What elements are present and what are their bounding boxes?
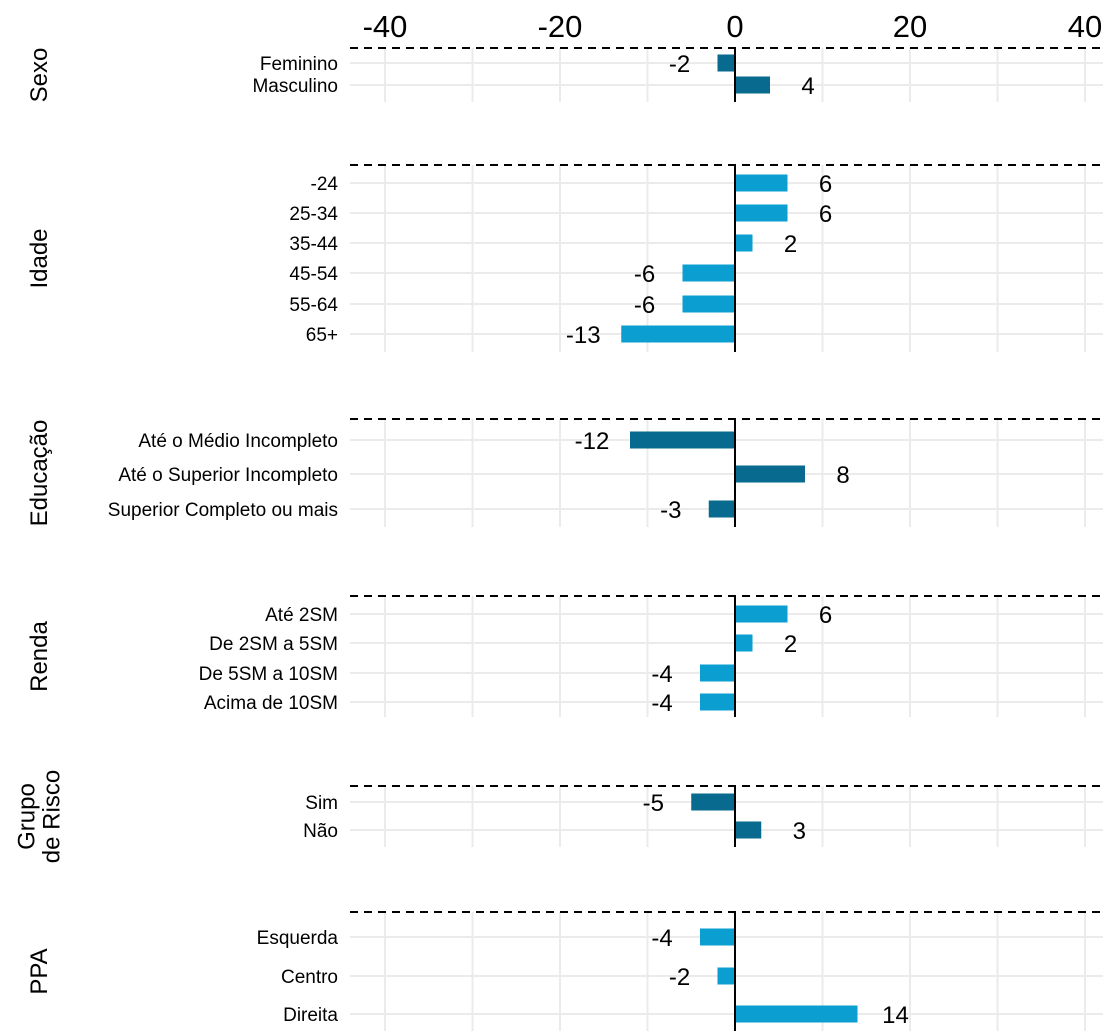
data-label: -2: [669, 51, 690, 78]
x-tick-label: 40: [1068, 9, 1102, 44]
data-label: 2: [784, 231, 797, 258]
bar: [735, 76, 770, 94]
category-label: Esquerda: [257, 928, 339, 949]
bar: [621, 325, 735, 343]
category-label: Até o Médio Incompleto: [138, 431, 338, 452]
bar: [717, 967, 735, 985]
data-label: -4: [651, 925, 672, 952]
x-tick-label: 20: [893, 9, 927, 44]
bar: [735, 634, 753, 652]
bar: [708, 500, 735, 518]
data-label: -4: [651, 661, 672, 688]
bar: [630, 431, 735, 449]
bar: [735, 1005, 858, 1023]
bar: [717, 54, 735, 72]
bar: [735, 465, 805, 483]
x-tick-label: -20: [538, 9, 583, 44]
category-label: Acima de 10SM: [204, 693, 338, 714]
data-label: -2: [669, 964, 690, 991]
category-label: 65+: [306, 325, 338, 346]
bar: [735, 204, 788, 222]
category-label: De 2SM a 5SM: [209, 634, 338, 655]
data-label: -5: [643, 790, 664, 817]
category-label: Feminino: [260, 54, 338, 75]
category-label: 45-54: [289, 264, 338, 285]
x-tick-label: 0: [726, 9, 743, 44]
bar: [700, 664, 735, 682]
data-label: -3: [660, 497, 681, 524]
bar: [735, 234, 753, 252]
data-label: 6: [819, 201, 832, 228]
data-label: 6: [819, 602, 832, 629]
category-label: Sim: [305, 793, 338, 814]
category-label: Não: [303, 821, 338, 842]
data-label: -12: [575, 428, 610, 455]
data-label: -4: [651, 690, 672, 717]
data-label: 14: [882, 1002, 909, 1029]
data-label: -13: [566, 322, 601, 349]
panel-label: Educação: [26, 420, 53, 527]
bar: [682, 264, 735, 282]
data-label: 3: [793, 818, 806, 845]
bar: [700, 693, 735, 711]
panel-label: Idade: [26, 228, 53, 288]
panel-label: de Risco: [39, 770, 66, 863]
bar: [735, 821, 762, 839]
category-label: Superior Completo ou mais: [108, 500, 338, 521]
data-label: 6: [819, 171, 832, 198]
panel-label: PPA: [26, 948, 53, 994]
x-tick-label: -40: [363, 9, 408, 44]
bar: [691, 793, 735, 811]
category-label: 25-34: [289, 204, 338, 225]
data-label: 8: [836, 462, 849, 489]
category-label: Direita: [283, 1005, 338, 1026]
category-label: Masculino: [252, 76, 338, 97]
bar: [682, 295, 735, 313]
bars-layer: [621, 54, 858, 1023]
panel-label: Sexo: [26, 48, 53, 103]
data-label: 4: [801, 73, 814, 100]
data-label: -6: [634, 261, 655, 288]
data-label: 2: [784, 631, 797, 658]
bar: [735, 174, 788, 192]
grid-layer: [350, 48, 1103, 1031]
bar: [700, 928, 735, 946]
category-label: Centro: [281, 967, 338, 988]
bar: [735, 605, 788, 623]
panel-label: Grupo: [14, 783, 41, 850]
data-label: -6: [634, 292, 655, 319]
category-label: Até o Superior Incompleto: [118, 465, 338, 486]
category-label: -24: [311, 174, 339, 195]
panel-label: Renda: [26, 620, 53, 691]
category-label: 35-44: [289, 234, 338, 255]
category-label: Até 2SM: [265, 605, 338, 626]
category-label: De 5SM a 10SM: [199, 664, 338, 685]
category-label: 55-64: [289, 295, 338, 316]
